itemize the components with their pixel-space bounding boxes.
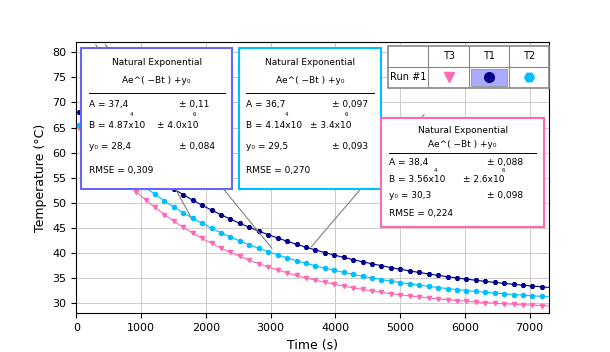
FancyBboxPatch shape xyxy=(81,48,232,189)
FancyBboxPatch shape xyxy=(381,118,544,227)
Text: 6: 6 xyxy=(502,168,505,173)
Text: Ae^( −Bt ) +y₀: Ae^( −Bt ) +y₀ xyxy=(276,76,345,85)
Text: ± 4.0x10: ± 4.0x10 xyxy=(157,121,198,130)
Text: ± 0,098: ± 0,098 xyxy=(487,191,523,200)
Text: B = 3.56x10: B = 3.56x10 xyxy=(389,175,446,183)
Text: ± 2.6x10: ± 2.6x10 xyxy=(463,175,504,183)
Text: A = 38,4: A = 38,4 xyxy=(389,158,429,167)
Text: RMSE = 0,309: RMSE = 0,309 xyxy=(88,166,153,175)
Text: Natural Exponential: Natural Exponential xyxy=(265,57,355,67)
Text: T3: T3 xyxy=(442,51,454,61)
Text: ± 0,084: ± 0,084 xyxy=(179,142,215,151)
Text: A = 36,7: A = 36,7 xyxy=(246,100,286,109)
Text: Ae^( −Bt ) +y₀: Ae^( −Bt ) +y₀ xyxy=(428,140,497,149)
Text: y₀ = 30,3: y₀ = 30,3 xyxy=(389,191,432,200)
Text: y₀ = 28,4: y₀ = 28,4 xyxy=(88,142,131,151)
Text: T2: T2 xyxy=(523,51,535,61)
Text: ± 0,088: ± 0,088 xyxy=(487,158,523,167)
Text: ± 0,097: ± 0,097 xyxy=(332,100,368,109)
Text: 6: 6 xyxy=(193,113,196,118)
Text: A = 37,4: A = 37,4 xyxy=(88,100,127,109)
Text: y₀ = 29,5: y₀ = 29,5 xyxy=(246,142,289,151)
Text: T1: T1 xyxy=(483,51,495,61)
Text: 6: 6 xyxy=(344,113,348,118)
FancyBboxPatch shape xyxy=(239,48,381,189)
Text: ± 0,093: ± 0,093 xyxy=(332,142,368,151)
Text: Ae^( −Bt ) +y₀: Ae^( −Bt ) +y₀ xyxy=(123,76,191,85)
Text: B = 4.14x10: B = 4.14x10 xyxy=(246,121,303,130)
Text: RMSE = 0,224: RMSE = 0,224 xyxy=(389,209,453,218)
Text: ± 0,11: ± 0,11 xyxy=(179,100,210,109)
FancyBboxPatch shape xyxy=(471,69,507,86)
Y-axis label: Temperature (°C): Temperature (°C) xyxy=(34,124,47,232)
Text: 4: 4 xyxy=(285,113,289,118)
Text: 4: 4 xyxy=(433,168,437,173)
Text: Run #1: Run #1 xyxy=(390,73,426,82)
Text: 4: 4 xyxy=(129,113,133,118)
FancyBboxPatch shape xyxy=(389,46,549,88)
Text: ± 3.4x10: ± 3.4x10 xyxy=(310,121,352,130)
Text: Natural Exponential: Natural Exponential xyxy=(112,57,202,67)
Text: B = 4.87x10: B = 4.87x10 xyxy=(88,121,145,130)
Text: Natural Exponential: Natural Exponential xyxy=(418,126,508,135)
Text: RMSE = 0,270: RMSE = 0,270 xyxy=(246,166,310,175)
X-axis label: Time (s): Time (s) xyxy=(287,339,338,352)
